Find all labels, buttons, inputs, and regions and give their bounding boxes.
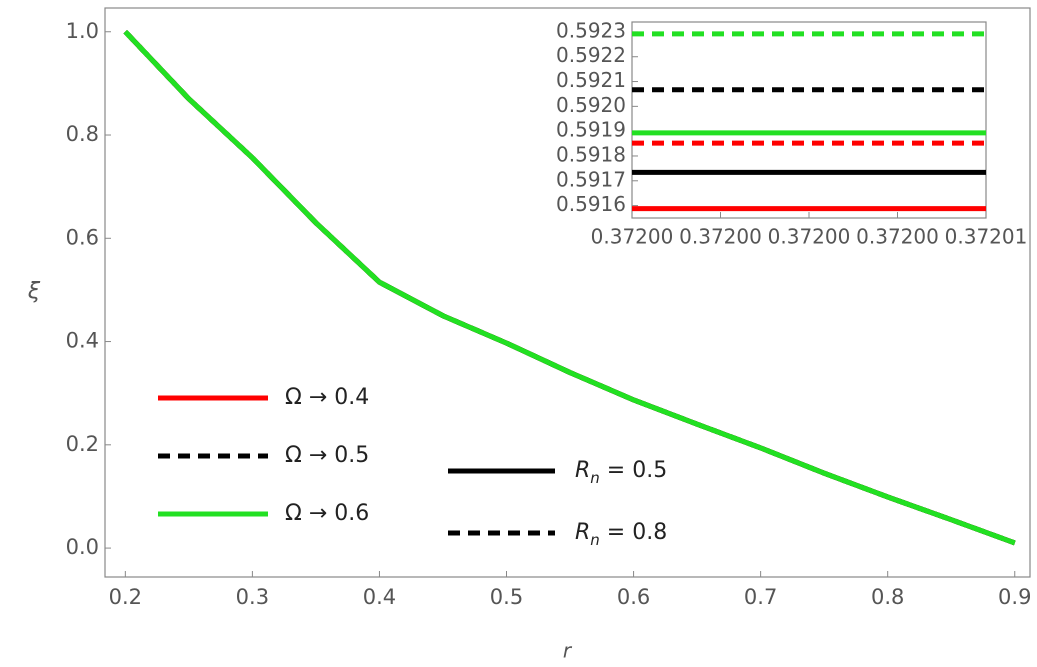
x-tick-label: 0.37200	[679, 225, 762, 249]
legend-subscript: n	[590, 469, 600, 487]
x-tick-label: 0.6	[617, 585, 650, 609]
x-tick-label: 0.37200	[591, 225, 674, 249]
y-tick-label: 0.5917	[556, 167, 626, 191]
x-tick-label: 0.3	[236, 585, 269, 609]
legend-symbol: R	[575, 458, 590, 483]
y-tick-label: 0.5918	[556, 142, 626, 166]
legend-label: Ω → 0.6	[285, 501, 369, 526]
y-tick-label: 0.5922	[556, 43, 626, 67]
x-tick-label: 0.37200	[768, 225, 851, 249]
y-tick-label: 0.8	[66, 122, 99, 146]
x-tick-label: 0.8	[871, 585, 904, 609]
y-tick-label: 0.6	[66, 225, 99, 249]
y-tick-label: 0.5920	[556, 93, 626, 117]
y-tick-label: 0.5923	[556, 18, 626, 42]
x-tick-label: 0.4	[363, 585, 396, 609]
legend-label: Rn = 0.5	[575, 458, 667, 487]
x-tick-label: 0.9	[998, 585, 1031, 609]
x-tick-label: 0.37201	[945, 225, 1028, 249]
y-tick-label: 0.5916	[556, 192, 626, 216]
x-tick-label: 0.7	[744, 585, 777, 609]
y-axis-label: ξ	[27, 279, 41, 304]
legend-label: Ω → 0.4	[285, 385, 369, 410]
legend-value: = 0.5	[600, 458, 667, 483]
y-tick-label: 0.5919	[556, 118, 626, 142]
y-tick-label: 0.5921	[556, 68, 626, 92]
y-tick-label: 0.0	[66, 535, 99, 559]
x-axis-label: r	[563, 639, 573, 663]
y-tick-label: 0.4	[66, 329, 99, 353]
y-tick-label: 0.2	[66, 432, 99, 456]
plot-frame	[631, 21, 987, 219]
x-tick-label: 0.2	[109, 585, 142, 609]
y-tick-label: 1.0	[66, 19, 99, 43]
legend-label: Ω → 0.5	[285, 443, 369, 468]
x-tick-label: 0.5	[490, 585, 523, 609]
legend-symbol: R	[575, 520, 590, 545]
series-line	[123, 30, 1016, 546]
x-tick-label: 0.37200	[856, 225, 939, 249]
legend-value: = 0.8	[600, 520, 667, 545]
legend-label: Rn = 0.8	[575, 520, 667, 549]
legend-subscript: n	[590, 531, 600, 549]
